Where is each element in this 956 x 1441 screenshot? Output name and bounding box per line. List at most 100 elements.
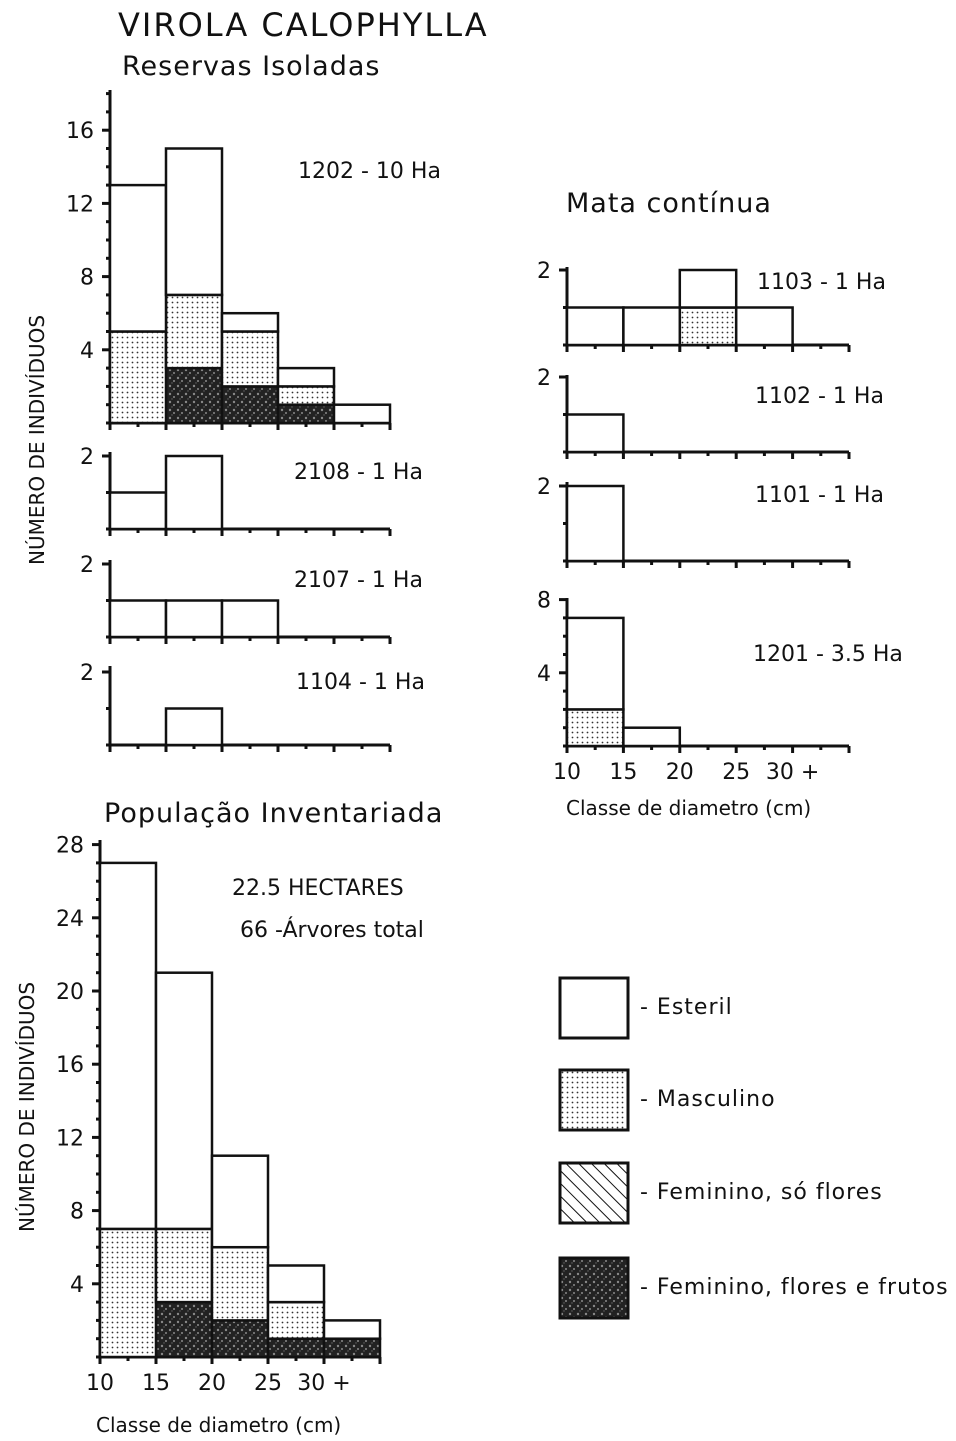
bar-esteril bbox=[276, 366, 336, 388]
panel-label: 1104 - 1 Ha bbox=[296, 670, 425, 695]
bar-esteril bbox=[332, 403, 392, 425]
bar-esteril bbox=[565, 616, 625, 711]
bar-masculino bbox=[154, 1227, 214, 1304]
bar-esteril bbox=[622, 726, 682, 748]
bar-masculino bbox=[210, 1245, 270, 1322]
bar-esteril bbox=[622, 306, 682, 347]
total-hectares-label: 22.5 HECTARES bbox=[232, 876, 404, 901]
legend-swatch-esteril bbox=[558, 976, 630, 1040]
legend-swatch-fem_flores bbox=[558, 1161, 630, 1225]
bar-fem_frutos bbox=[276, 403, 336, 425]
y-tick-label: 4 bbox=[80, 339, 94, 364]
bar-esteril bbox=[220, 311, 280, 333]
x-tick-label: 10 bbox=[553, 760, 581, 785]
figure-title: VIROLA CALOPHYLLA bbox=[118, 6, 489, 44]
y-tick-label: 8 bbox=[70, 1200, 84, 1225]
bar-masculino bbox=[678, 306, 738, 347]
legend-label-masculino: - Masculino bbox=[640, 1087, 776, 1112]
panel-2108: 2 2108 - 1 Ha bbox=[80, 445, 423, 536]
legend-swatch-masculino bbox=[558, 1068, 630, 1132]
bar-fem_frutos bbox=[210, 1319, 270, 1359]
y-tick-label: 24 bbox=[56, 907, 84, 932]
y-tick-label: 2 bbox=[80, 445, 94, 470]
y-axis-label-top: NÚMERO DE INDIVÍDUOS bbox=[25, 315, 49, 565]
panel-1104: 2 1104 - 1 Ha bbox=[80, 661, 425, 752]
bar-esteril bbox=[164, 707, 224, 747]
x-tick-label: 15 bbox=[609, 760, 637, 785]
y-tick-label: 12 bbox=[56, 1126, 84, 1151]
legend-swatch-fem_frutos bbox=[558, 1256, 630, 1320]
y-tick-label: 4 bbox=[70, 1273, 84, 1298]
y-tick-label: 2 bbox=[80, 661, 94, 686]
bar-fem_frutos bbox=[322, 1337, 382, 1359]
bar-esteril bbox=[565, 413, 625, 454]
bar-masculino bbox=[565, 708, 625, 748]
panel-label: 1101 - 1 Ha bbox=[755, 483, 884, 508]
y-tick-label: 16 bbox=[56, 1053, 84, 1078]
bar-fem_frutos bbox=[164, 366, 224, 425]
y-tick-label: 16 bbox=[66, 119, 94, 144]
x-axis-label-populacao: Classe de diametro (cm) bbox=[96, 1413, 341, 1437]
bar-masculino bbox=[266, 1300, 326, 1340]
legend: - Esteril - Masculino - Feminino, só flore… bbox=[558, 976, 949, 1320]
y-axis-label-bottom: NÚMERO DE INDIVÍDUOS bbox=[15, 982, 39, 1232]
bar-esteril bbox=[164, 454, 224, 531]
bar-fem_frutos bbox=[220, 385, 280, 425]
x-tick-label: 15 bbox=[142, 1371, 170, 1396]
bar-esteril bbox=[678, 268, 738, 309]
bar-esteril bbox=[164, 147, 224, 297]
panel-1102: 2 1102 - 1 Ha bbox=[537, 366, 884, 459]
bar-esteril bbox=[108, 599, 168, 639]
bar-masculino bbox=[276, 385, 336, 406]
panel-1201: 4 8 1201 - 3.5 Ha 10 15 20 25 30 + bbox=[537, 589, 903, 785]
bar-esteril bbox=[322, 1319, 382, 1340]
panel-populacao: 4 8 12 16 20 24 28 10 15 20 25 30 + bbox=[56, 834, 382, 1396]
panel-1101: 2 1101 - 1 Ha bbox=[537, 475, 884, 568]
x-tick-label: 20 bbox=[666, 760, 694, 785]
section-title-continua: Mata contínua bbox=[566, 188, 772, 219]
bar-esteril bbox=[108, 183, 168, 333]
x-tick-label: 30 + bbox=[297, 1371, 350, 1396]
y-tick-label: 12 bbox=[66, 192, 94, 217]
bar-esteril bbox=[164, 599, 224, 639]
y-tick-label: 2 bbox=[80, 553, 94, 578]
total-trees-label: 66 -Árvores total bbox=[240, 917, 424, 943]
bar-esteril bbox=[565, 306, 625, 347]
panel-label: 2108 - 1 Ha bbox=[294, 460, 423, 485]
bar-fem_frutos bbox=[154, 1300, 214, 1359]
y-tick-label: 20 bbox=[56, 980, 84, 1005]
bar-masculino bbox=[164, 293, 224, 370]
y-tick-label: 8 bbox=[537, 589, 551, 614]
x-tick-label: 30 + bbox=[766, 760, 819, 785]
bar-esteril bbox=[210, 1154, 270, 1249]
bar-esteril bbox=[734, 306, 794, 347]
x-tick-label: 25 bbox=[254, 1371, 282, 1396]
y-tick-label: 2 bbox=[537, 366, 551, 391]
x-axis-label-continua: Classe de diametro (cm) bbox=[566, 796, 811, 820]
y-tick-label: 28 bbox=[56, 834, 84, 859]
bar-esteril bbox=[98, 861, 158, 1231]
bar-fem_frutos bbox=[266, 1337, 326, 1359]
panel-label: 1102 - 1 Ha bbox=[755, 384, 884, 409]
y-tick-label: 8 bbox=[80, 266, 94, 291]
bar-esteril bbox=[565, 484, 625, 563]
bar-masculino bbox=[220, 330, 280, 388]
panel-label: 1202 - 10 Ha bbox=[298, 159, 441, 184]
x-tick-label: 20 bbox=[198, 1371, 226, 1396]
bar-masculino bbox=[98, 1227, 158, 1359]
panel-1103: 2 1103 - 1 Ha bbox=[537, 259, 886, 352]
section-title-populacao: População Inventariada bbox=[104, 798, 443, 829]
bar-esteril bbox=[154, 971, 214, 1231]
legend-label-fem_flores: - Feminino, só flores bbox=[640, 1180, 883, 1205]
panel-1202: 4 8 12 16 1202 - 10 Ha bbox=[66, 90, 441, 430]
y-tick-label: 2 bbox=[537, 475, 551, 500]
legend-label-fem_frutos: - Feminino, flores e frutos bbox=[640, 1275, 949, 1300]
y-tick-label: 2 bbox=[537, 259, 551, 284]
y-tick-label: 4 bbox=[537, 662, 551, 687]
bar-esteril bbox=[266, 1264, 326, 1304]
x-tick-label: 25 bbox=[722, 760, 750, 785]
panel-label: 1103 - 1 Ha bbox=[757, 270, 886, 295]
bar-esteril bbox=[108, 491, 168, 531]
legend-label-esteril: - Esteril bbox=[640, 995, 733, 1020]
